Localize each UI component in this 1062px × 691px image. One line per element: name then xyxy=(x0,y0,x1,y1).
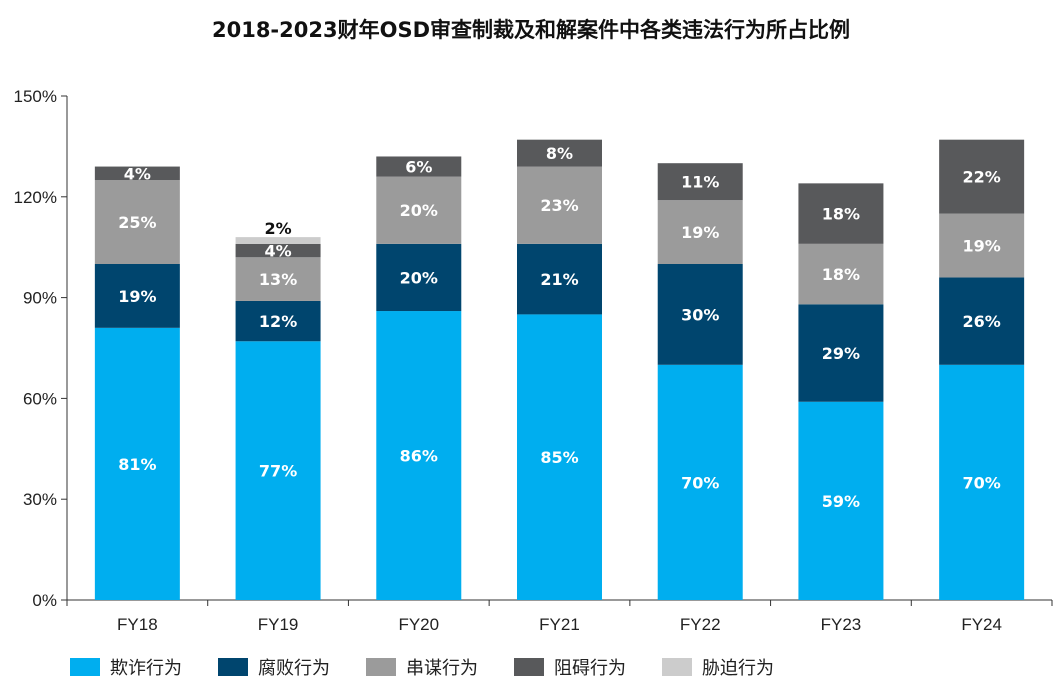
bar-value-label: 26% xyxy=(962,312,1000,331)
bar-value-label: 23% xyxy=(540,196,578,215)
bar-segment xyxy=(94,327,180,600)
bar-segment xyxy=(235,300,321,342)
x-tick-label: FY20 xyxy=(398,615,439,634)
bar-value-label: 12% xyxy=(259,312,297,331)
bar-value-label: 85% xyxy=(540,448,578,467)
bar-value-label: 20% xyxy=(400,268,438,287)
bar-value-label: 30% xyxy=(681,305,719,324)
bar-segment xyxy=(376,176,462,244)
bar-segment xyxy=(939,277,1025,365)
bar-value-label: 19% xyxy=(681,223,719,242)
y-tick-label: 60% xyxy=(23,389,57,408)
legend-label: 胁迫行为 xyxy=(702,658,774,679)
x-tick-label: FY18 xyxy=(117,615,158,634)
x-tick-label: FY23 xyxy=(821,615,862,634)
bar-segment xyxy=(235,237,321,244)
bar-segment xyxy=(376,156,462,177)
bar-segment xyxy=(798,304,884,402)
bar-value-label: 13% xyxy=(259,270,297,289)
legend-item: 欺诈行为 xyxy=(70,654,182,680)
bar-segment xyxy=(235,243,321,258)
legend-swatch xyxy=(70,658,100,676)
y-tick-label: 0% xyxy=(32,591,57,610)
bar-value-label: 4% xyxy=(264,242,291,261)
x-tick-label: FY21 xyxy=(539,615,580,634)
bar-value-label: 2% xyxy=(264,219,291,238)
legend-item: 串谋行为 xyxy=(366,654,478,680)
legend-label: 阻碍行为 xyxy=(554,658,626,679)
bar-segment xyxy=(939,364,1025,600)
bar-segment xyxy=(235,341,321,600)
y-tick-label: 150% xyxy=(14,87,57,106)
bar-value-label: 21% xyxy=(540,270,578,289)
bar-segment xyxy=(517,166,602,244)
bar-segment xyxy=(376,243,462,312)
bar-segment xyxy=(235,257,321,301)
x-tick-label: FY24 xyxy=(961,615,1002,634)
bar-segment xyxy=(657,200,743,264)
bar-segment xyxy=(94,166,180,180)
y-tick-label: 90% xyxy=(23,289,57,308)
bar-value-label: 20% xyxy=(400,201,438,220)
legend-label: 串谋行为 xyxy=(406,658,478,679)
bar-value-label: 18% xyxy=(822,205,860,224)
legend-swatch xyxy=(366,658,396,676)
x-tick-label: FY19 xyxy=(258,615,299,634)
bar-segment xyxy=(798,243,884,305)
bar-labels: 81% 19% 25% 4% 77% 12% 13% 4% 2% 86% 20% 20% 6% 85% 21… xyxy=(118,144,1001,511)
bar-value-label: 19% xyxy=(962,237,1000,256)
bar-value-label: 11% xyxy=(681,173,719,192)
bar-value-label: 86% xyxy=(400,447,438,466)
legend-item: 胁迫行为 xyxy=(662,654,774,680)
y-tick-label: 30% xyxy=(23,490,57,509)
bar-segment xyxy=(376,311,462,600)
legend: 欺诈行为 腐败行为 串谋行为 阻碍行为 胁迫行为 xyxy=(70,652,970,682)
bar-value-label: 29% xyxy=(822,344,860,363)
bar-segment xyxy=(517,314,602,600)
bar-value-label: 81% xyxy=(118,455,156,474)
bar-segment xyxy=(939,139,1025,214)
bar-segment xyxy=(657,163,743,201)
bar-segment xyxy=(939,213,1025,278)
bar-segment xyxy=(798,183,884,244)
bars xyxy=(94,139,1025,600)
bar-segment xyxy=(657,264,743,365)
legend-item: 腐败行为 xyxy=(218,654,330,680)
x-tick-label: FY22 xyxy=(680,615,721,634)
bar-segment xyxy=(94,180,180,264)
chart-title: 2018-2023财年OSD审查制裁及和解案件中各类违法行为所占比例 xyxy=(211,18,851,42)
legend-label: 欺诈行为 xyxy=(110,658,182,679)
bar-segment xyxy=(798,401,884,600)
legend-label: 腐败行为 xyxy=(258,658,330,679)
bar-value-label: 59% xyxy=(822,492,860,511)
legend-swatch xyxy=(514,658,544,676)
bar-value-label: 19% xyxy=(118,287,156,306)
bar-value-label: 6% xyxy=(405,158,432,177)
bar-segment xyxy=(517,243,602,315)
bar-value-label: 22% xyxy=(962,168,1000,187)
bar-value-label: 25% xyxy=(118,213,156,232)
legend-swatch xyxy=(218,658,248,676)
bar-value-label: 77% xyxy=(259,462,297,481)
bar-value-label: 18% xyxy=(822,265,860,284)
legend-item: 阻碍行为 xyxy=(514,654,626,680)
bar-segment xyxy=(657,364,743,600)
bar-value-label: 70% xyxy=(681,473,719,492)
bar-segment xyxy=(517,139,602,167)
bar-value-label: 8% xyxy=(546,144,573,163)
bar-value-label: 70% xyxy=(962,473,1000,492)
bar-segment xyxy=(94,264,180,328)
y-tick-label: 120% xyxy=(14,188,57,207)
bar-value-label: 4% xyxy=(124,164,151,183)
legend-swatch xyxy=(662,658,692,676)
